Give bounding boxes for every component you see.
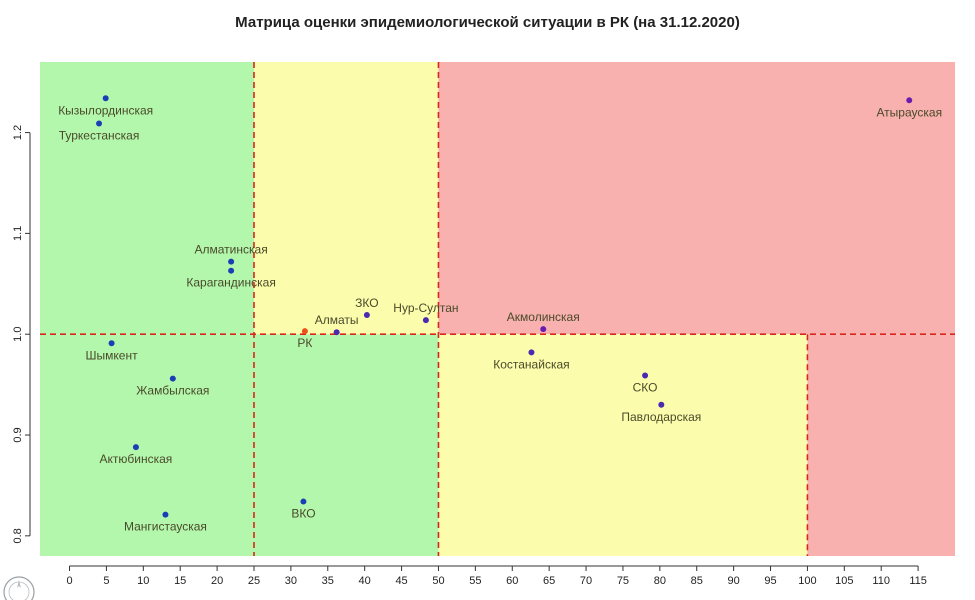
point-label-17: Мангистауская xyxy=(124,520,207,534)
x-tick-label-90: 90 xyxy=(728,575,740,587)
point-label-13: СКО xyxy=(633,381,658,395)
point-label-16: ВКО xyxy=(291,507,315,521)
y-tick-label-4: 1.2 xyxy=(12,125,24,140)
point-10 xyxy=(108,340,115,347)
x-tick-label-30: 30 xyxy=(285,575,297,587)
y-tick-label-0: 0.8 xyxy=(12,528,24,543)
x-tick-label-10: 10 xyxy=(137,575,149,587)
zone-2 xyxy=(438,62,955,335)
point-label-10: Шымкент xyxy=(86,348,139,362)
x-tick-label-0: 0 xyxy=(66,575,72,587)
x-tick-label-115: 115 xyxy=(909,575,927,587)
zone-5 xyxy=(807,334,955,556)
point-14 xyxy=(658,401,665,408)
x-tick-label-100: 100 xyxy=(798,575,816,587)
point-1 xyxy=(96,120,103,127)
threshold-lines xyxy=(40,62,955,556)
point-9 xyxy=(540,326,547,333)
x-tick-label-110: 110 xyxy=(872,575,890,587)
x-tick-label-105: 105 xyxy=(835,575,853,587)
x-tick-label-60: 60 xyxy=(506,575,518,587)
point-label-12: Жамбылская xyxy=(136,384,209,398)
point-labels: Кызылординская Туркестанская Атырауская Алм… xyxy=(58,103,942,533)
point-11 xyxy=(528,349,535,356)
point-0 xyxy=(102,95,109,102)
x-tick-label-35: 35 xyxy=(322,575,334,587)
x-tick-label-50: 50 xyxy=(432,575,444,587)
x-tick-label-5: 5 xyxy=(103,575,109,587)
point-label-5: ЗКО xyxy=(355,296,378,310)
x-tick-label-70: 70 xyxy=(580,575,592,587)
point-5 xyxy=(363,312,370,319)
point-label-0: Кызылординская xyxy=(58,103,153,117)
x-tick-label-65: 65 xyxy=(543,575,555,587)
x-tick-label-40: 40 xyxy=(359,575,371,587)
zone-1 xyxy=(253,62,439,335)
x-tick-label-45: 45 xyxy=(395,575,407,587)
point-6 xyxy=(422,317,429,324)
point-label-2: Атырауская xyxy=(876,105,942,119)
data-points xyxy=(96,95,913,518)
zone-0 xyxy=(40,62,254,335)
x-tick-label-25: 25 xyxy=(248,575,260,587)
point-3 xyxy=(228,258,235,265)
x-tick-label-85: 85 xyxy=(691,575,703,587)
point-label-7: Алматы xyxy=(315,313,359,327)
y-tick-label-1: 0.9 xyxy=(12,427,24,442)
x-tick-label-20: 20 xyxy=(211,575,223,587)
point-label-11: Костанайская xyxy=(493,357,569,371)
axes: 0 5 10 15 20 25 30 35 40 45 50 55 60 65 70 75 80 85 90 95 10… xyxy=(12,125,927,587)
point-8 xyxy=(301,328,308,335)
point-13 xyxy=(642,372,649,379)
x-tick-label-75: 75 xyxy=(617,575,629,587)
point-4 xyxy=(228,267,235,274)
point-16 xyxy=(300,498,307,505)
point-label-6: Нур-Султан xyxy=(393,301,458,315)
x-tick-label-95: 95 xyxy=(764,575,776,587)
point-17 xyxy=(162,511,169,518)
point-2 xyxy=(906,97,913,104)
point-label-1: Туркестанская xyxy=(59,128,140,142)
zone-3 xyxy=(40,334,439,556)
x-tick-label-55: 55 xyxy=(469,575,481,587)
chart-title: Матрица оценки эпидемиологической ситуац… xyxy=(235,14,740,31)
x-tick-label-80: 80 xyxy=(654,575,666,587)
y-tick-label-3: 1.1 xyxy=(12,226,24,241)
point-label-9: Акмолинская xyxy=(507,310,580,324)
point-label-14: Павлодарская xyxy=(621,410,701,424)
point-label-4: Карагандинская xyxy=(186,276,275,290)
point-7 xyxy=(333,329,340,336)
zone-backgrounds xyxy=(40,62,955,556)
point-12 xyxy=(169,375,176,382)
point-label-15: Актюбинская xyxy=(100,452,173,466)
point-label-3: Алматинская xyxy=(195,243,268,257)
zone-4 xyxy=(438,334,808,556)
point-15 xyxy=(132,444,139,451)
x-tick-label-15: 15 xyxy=(174,575,186,587)
point-label-8: РК xyxy=(297,336,312,350)
y-tick-label-2: 1.0 xyxy=(12,327,24,342)
emblem-logo xyxy=(3,576,35,600)
